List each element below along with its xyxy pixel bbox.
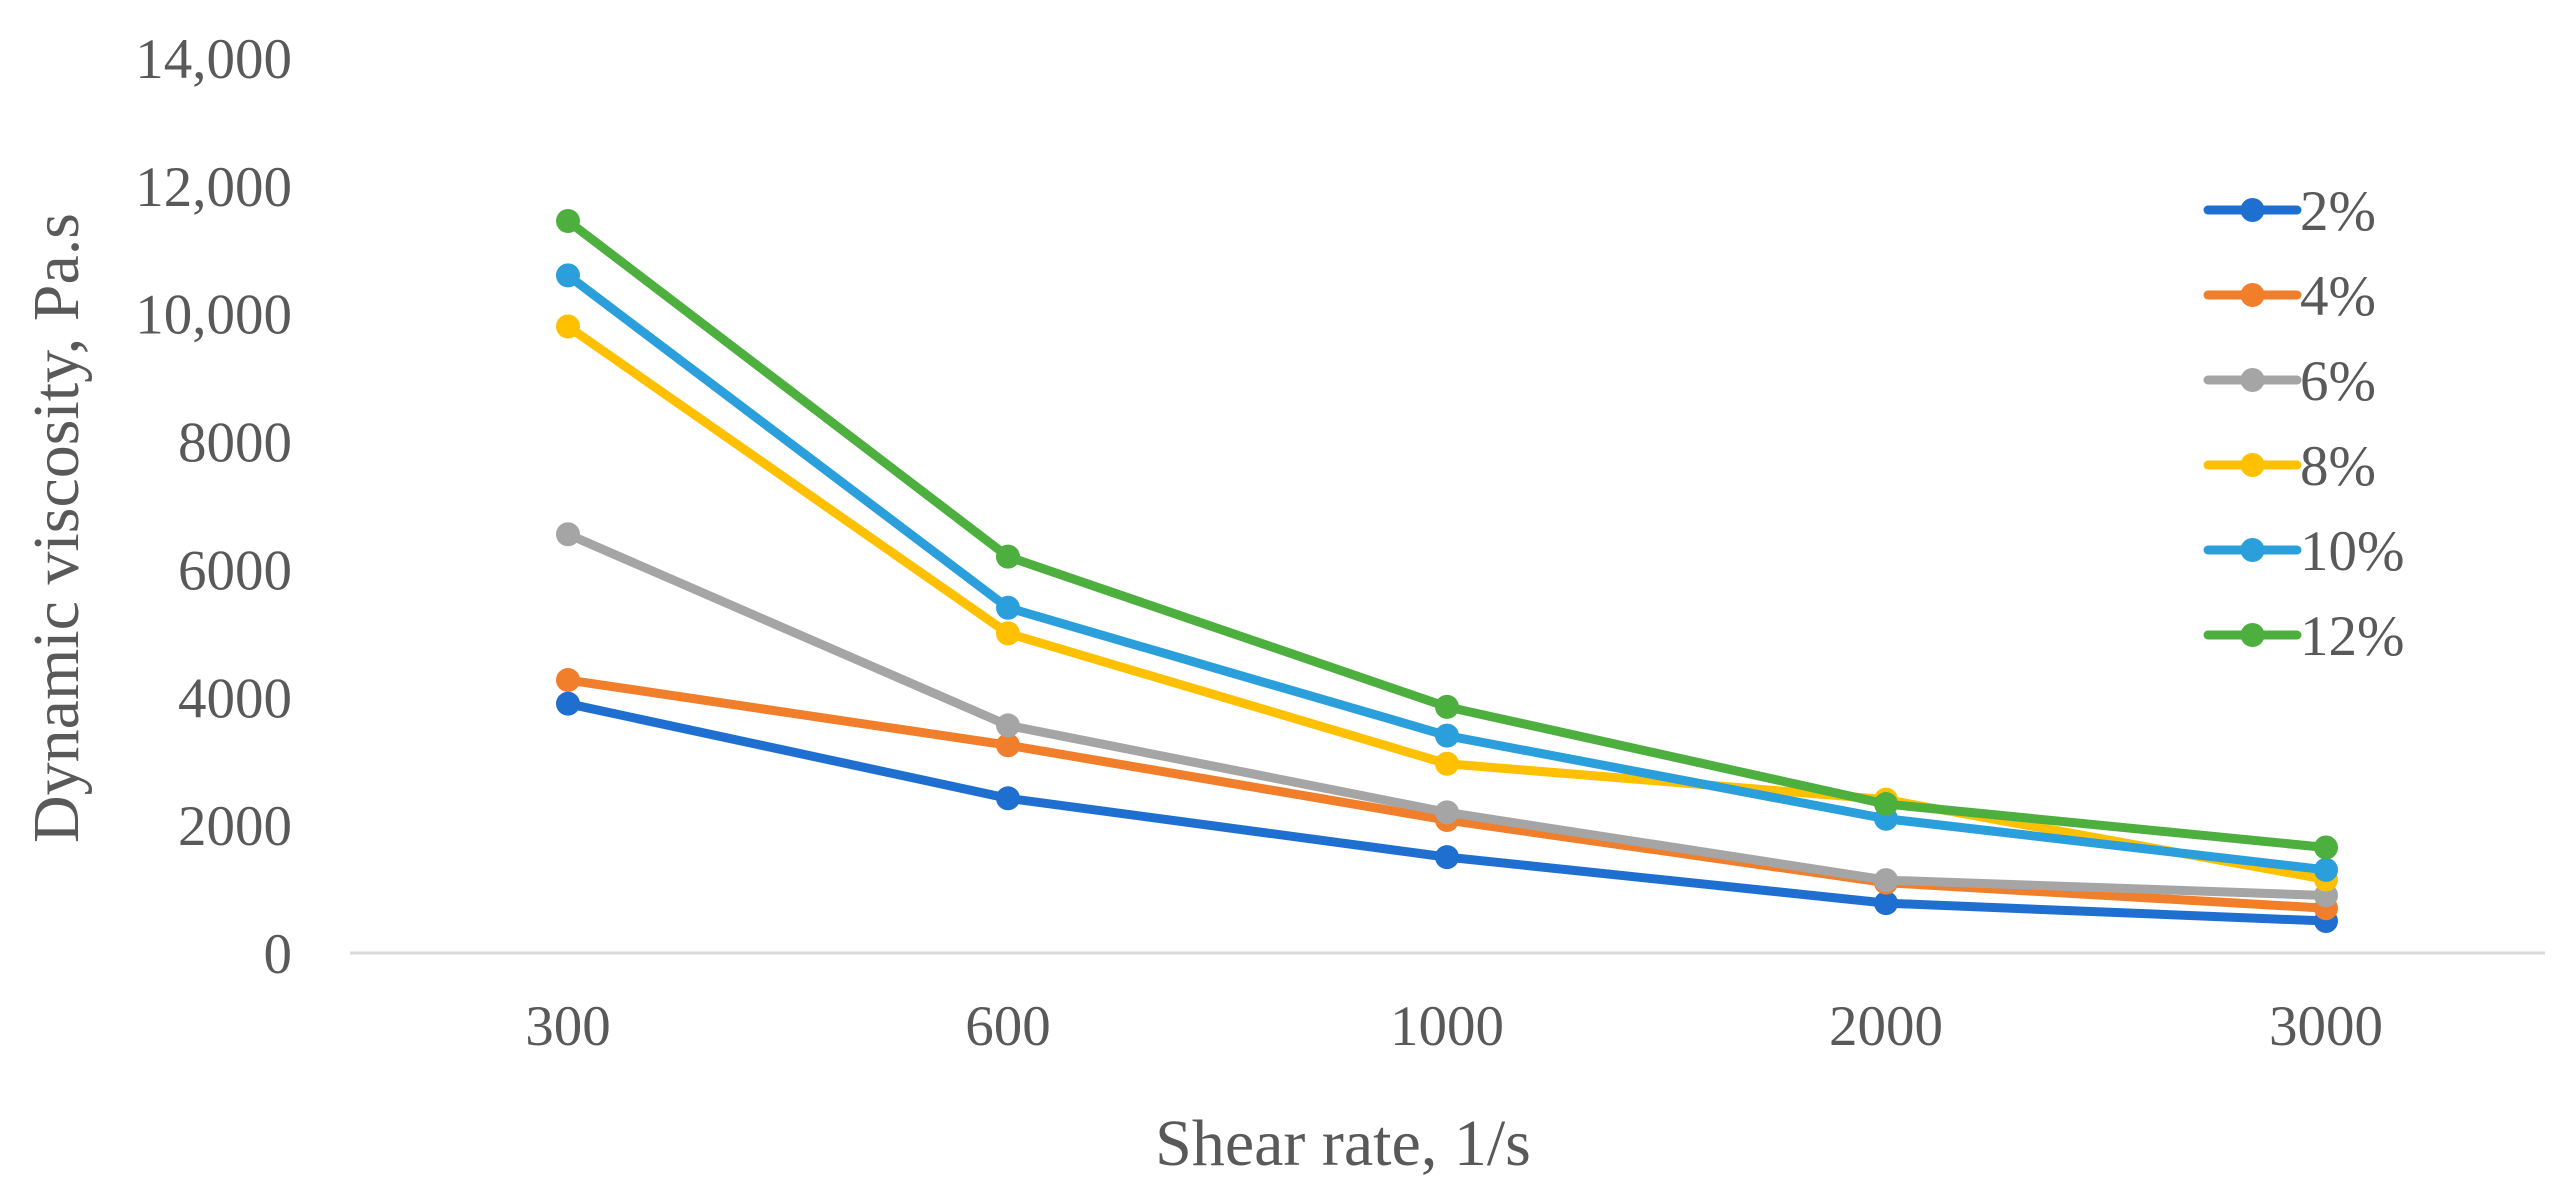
data-point [996,713,1020,738]
x-tick-label: 600 [965,995,1051,1058]
data-point [556,668,580,693]
data-point [1435,845,1459,870]
y-tick-label: 14,000 [135,28,292,91]
legend: 2% 4% 6% 8% 10% 12% [2203,180,2404,668]
data-point [996,544,1020,569]
data-point [1435,694,1459,719]
x-tick-label: 2000 [1829,995,1943,1058]
legend-label: 6% [2300,350,2376,413]
data-point [1435,800,1459,825]
legend-swatch-marker [2240,368,2265,392]
axes: 0 2000 4000 6000 8000 10,000 12,000 14,000 300 60… [135,28,2545,1058]
y-tick-label: 4000 [178,667,292,730]
legend-label: 10% [2300,520,2404,583]
data-point [556,314,580,339]
data-point [556,263,580,288]
y-tick-label: 12,000 [135,156,292,219]
legend-label: 8% [2300,435,2376,498]
legend-label: 4% [2300,265,2376,328]
data-point [1435,723,1459,748]
data-point [2314,835,2338,860]
data-point [556,209,580,234]
legend-swatch-marker [2240,453,2265,477]
legend-label: 12% [2300,605,2404,668]
data-point [556,691,580,716]
legend-label: 2% [2300,180,2376,243]
y-tick-label: 8000 [178,412,292,475]
data-point [1435,751,1459,776]
x-axis-title: Shear rate, 1/s [1155,1107,1531,1180]
y-tick-label: 2000 [178,795,292,858]
x-tick-label: 1000 [1390,995,1504,1058]
data-point [996,595,1020,620]
data-point [1874,891,1898,916]
data-point [1874,868,1898,893]
x-tick-label: 300 [525,995,611,1058]
legend-swatch-marker [2240,623,2265,647]
data-point [996,621,1020,646]
y-tick-label: 0 [264,923,293,986]
legend-swatch-marker [2240,538,2265,562]
series-line-8% [563,322,2331,884]
y-axis-title: Dynamic viscosity, Pa.s [20,213,93,843]
y-tick-label: 6000 [178,539,292,602]
legend-swatch-marker [2240,198,2265,222]
data-point [1874,792,1898,817]
series-line-10% [563,270,2331,875]
data-point [556,522,580,547]
y-tick-label: 10,000 [135,284,292,347]
data-point [2314,857,2338,882]
data-point [996,733,1020,758]
series-layer [556,209,2338,934]
legend-swatch-marker [2240,283,2265,307]
data-point [996,786,1020,811]
x-tick-label: 3000 [2269,995,2383,1058]
